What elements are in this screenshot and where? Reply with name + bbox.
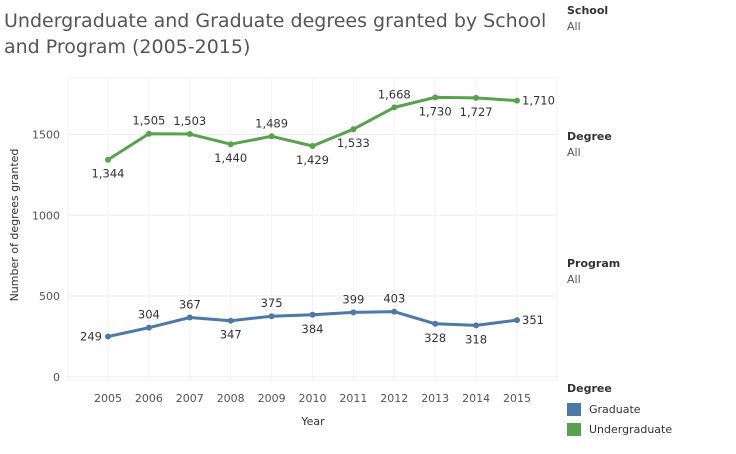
y-tick-label: 500 [39,290,60,303]
data-label-undergraduate: 1,730 [419,104,452,118]
data-label-undergraduate: 1,533 [337,136,370,150]
data-point-undergraduate[interactable] [309,142,316,149]
data-point-graduate[interactable] [309,311,316,318]
data-label-graduate: 328 [424,331,446,345]
filter-school-value[interactable]: All [567,20,581,33]
data-point-undergraduate[interactable] [514,97,520,104]
x-tick-label: 2010 [299,392,327,405]
gridlines [67,77,558,381]
data-label-undergraduate: 1,344 [92,167,125,181]
data-label-graduate: 318 [465,332,487,346]
filter-degree-value[interactable]: All [567,146,581,159]
data-point-graduate[interactable] [105,333,111,340]
data-label-undergraduate: 1,503 [173,114,206,128]
data-label-undergraduate: 1,727 [460,105,493,119]
x-axis-ticks: 2005 2006 2007 2008 2009 2010 2011 2012 2013 2014… [94,392,531,405]
filter-school-label: School [567,4,609,17]
x-tick-label: 2014 [462,392,490,405]
legend-swatch-undergraduate [567,422,581,436]
y-axis-label: Number of degrees granted [8,149,21,302]
data-label-graduate: 384 [302,322,324,336]
chart-title: Undergraduate and Graduate degrees grant… [4,10,547,58]
data-label-undergraduate: 1,505 [132,114,165,128]
data-point-graduate[interactable] [514,317,520,324]
data-point-undergraduate[interactable] [391,104,398,111]
filter-school[interactable]: School All [567,4,608,34]
data-labels: 249 304 367 347 375 384 399 403 328 318 351 1,344 1,… [80,87,555,346]
data-point-undergraduate[interactable] [186,131,193,138]
data-point-undergraduate[interactable] [473,94,480,101]
x-tick-label: 2005 [94,392,122,405]
data-label-undergraduate: 1,440 [214,151,247,165]
filter-degree-label: Degree [567,130,612,143]
y-tick-label: 1500 [32,129,60,142]
data-point-graduate[interactable] [391,308,398,315]
data-label-graduate: 375 [261,296,283,310]
x-tick-label: 2007 [176,392,204,405]
data-point-graduate[interactable] [268,313,275,320]
data-label-graduate: 351 [522,313,544,327]
series-lines [105,94,520,340]
legend: Degree Graduate Undergraduate [567,382,672,439]
data-label-graduate: 367 [179,298,201,312]
x-tick-label: 2009 [258,392,286,405]
x-tick-label: 2008 [217,392,245,405]
data-label-undergraduate: 1,489 [255,116,288,130]
data-point-graduate[interactable] [350,309,357,316]
x-tick-label: 2012 [380,392,408,405]
legend-label-graduate: Graduate [589,402,641,416]
data-label-graduate: 304 [138,308,160,322]
y-tick-label: 0 [53,371,60,384]
data-label-graduate: 399 [342,292,364,306]
x-axis-label: Year [300,415,325,428]
data-point-undergraduate[interactable] [227,141,234,148]
y-axis-ticks: 0 500 1000 1500 [32,129,60,384]
data-label-undergraduate: 1,429 [296,153,329,167]
data-point-graduate[interactable] [473,322,480,329]
filter-program[interactable]: Program All [567,257,620,287]
legend-swatch-graduate [567,402,581,416]
data-point-undergraduate[interactable] [432,94,439,101]
data-label-undergraduate: 1,668 [378,87,411,101]
x-tick-label: 2013 [421,392,449,405]
legend-item-graduate[interactable]: Graduate [567,399,672,419]
data-label-undergraduate: 1,710 [522,94,555,108]
filter-program-label: Program [567,257,621,270]
legend-item-undergraduate[interactable]: Undergraduate [567,419,672,439]
legend-label-undergraduate: Undergraduate [589,422,673,436]
data-label-graduate: 347 [220,328,242,342]
data-point-undergraduate[interactable] [145,130,152,137]
legend-title: Degree [567,382,612,395]
x-tick-label: 2015 [503,392,531,405]
data-point-undergraduate[interactable] [350,126,357,133]
data-point-undergraduate[interactable] [268,133,275,140]
filter-degree[interactable]: Degree All [567,130,612,160]
data-point-graduate[interactable] [186,314,193,321]
data-point-undergraduate[interactable] [105,156,111,163]
data-label-graduate: 403 [383,292,405,306]
data-label-graduate: 249 [80,330,102,344]
data-point-graduate[interactable] [145,324,152,331]
x-tick-label: 2011 [339,392,367,405]
x-tick-label: 2006 [135,392,163,405]
data-point-graduate[interactable] [227,317,234,324]
data-point-graduate[interactable] [432,320,439,327]
filter-program-value[interactable]: All [567,273,581,286]
y-tick-label: 1000 [32,209,60,222]
